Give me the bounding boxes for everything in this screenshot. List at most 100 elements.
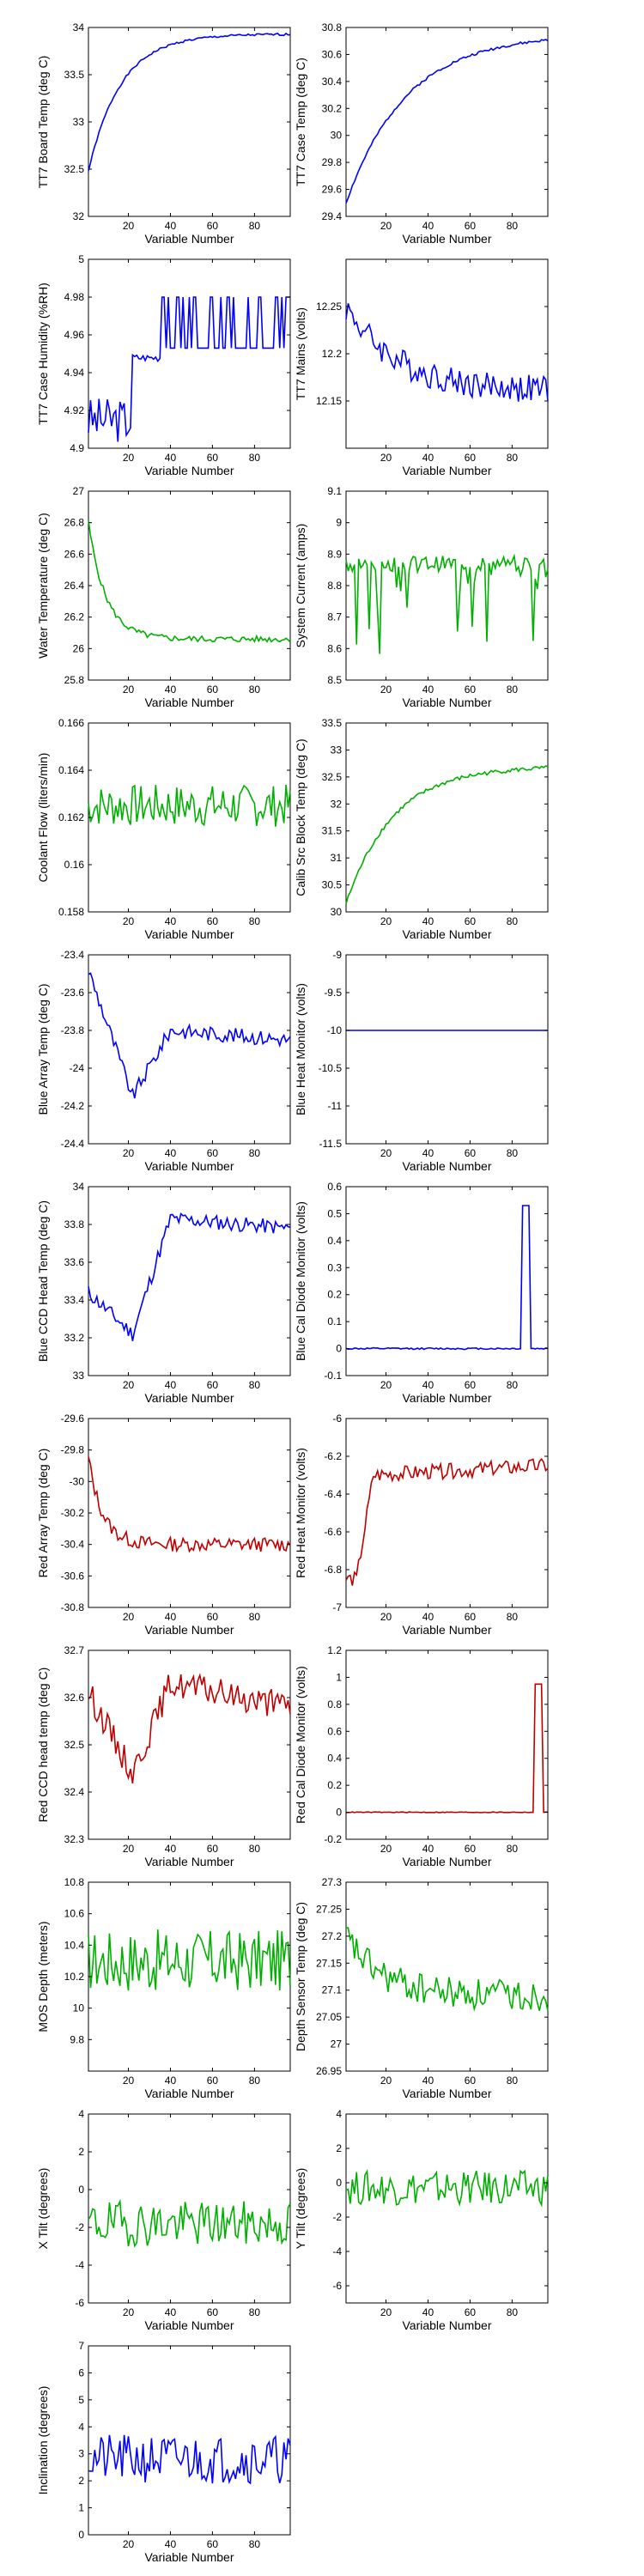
y-tick-label: 4.9	[70, 442, 84, 454]
y-tick-label: 9	[336, 517, 342, 529]
x-axis-label: Variable Number	[144, 1855, 234, 1868]
plot-frame	[345, 1418, 549, 1608]
x-tick-label: 40	[165, 2306, 177, 2318]
x-axis-label: Variable Number	[144, 1623, 234, 1637]
y-tick-label: 32.5	[64, 163, 85, 175]
y-tick-label: 4	[336, 2108, 342, 2120]
y-tick-label: 4.98	[64, 291, 85, 303]
x-tick-label: 40	[422, 2306, 434, 2318]
y-tick-label: 2	[78, 2475, 84, 2487]
x-axis-label: Variable Number	[144, 464, 234, 477]
y-tick-label: -23.6	[61, 987, 85, 999]
x-tick-label: 40	[165, 1147, 177, 1159]
y-tick-label: -9	[332, 949, 342, 961]
x-tick-label: 80	[249, 2538, 261, 2550]
y-axis-label: Calib Src Block Temp (deg C)	[294, 738, 307, 896]
y-tick-label: -6.6	[324, 1526, 342, 1538]
y-tick-label: -0.2	[324, 1833, 342, 1845]
y-axis-label: MOS Depth (meters)	[36, 1921, 50, 2032]
y-tick-label: -6.2	[324, 1450, 342, 1462]
y-tick-label: 8.7	[327, 611, 342, 623]
x-tick-label: 80	[249, 1379, 261, 1391]
y-tick-label: 30.4	[322, 76, 343, 88]
y-tick-label: 32.3	[64, 1833, 85, 1845]
series-line	[345, 765, 549, 905]
y-tick-label: 29.6	[322, 184, 343, 196]
chart-panel: 20 40 60 80 4.9 4.92 4.94 4.96 4.98 5 Variable Num…	[36, 253, 291, 477]
x-tick-label: 80	[507, 683, 519, 696]
x-tick-label: 20	[123, 220, 135, 232]
y-tick-label: 0.4	[327, 1753, 342, 1765]
x-tick-label: 60	[207, 915, 219, 927]
y-tick-label: 0.4	[327, 1235, 342, 1247]
x-tick-label: 20	[380, 915, 392, 927]
y-tick-label: 27.25	[316, 1903, 342, 1915]
chart-panel: 20 40 60 80 26.95 27 27.05 27.1 27.15 27.2 27.25 27…	[294, 1876, 549, 2100]
x-tick-label: 80	[507, 1147, 519, 1159]
x-axis-label: Variable Number	[144, 2550, 234, 2564]
series-line	[345, 1683, 549, 1814]
x-tick-label: 20	[123, 1379, 135, 1391]
y-tick-label: 10	[73, 2002, 85, 2014]
y-tick-label: -30	[70, 1475, 85, 1487]
y-tick-label: 30.2	[322, 102, 343, 114]
y-axis-label: Blue Cal Diode Monitor (volts)	[294, 1201, 307, 1361]
x-tick-label: 80	[507, 915, 519, 927]
x-tick-label: 20	[123, 1147, 135, 1159]
y-tick-label: 8.6	[327, 642, 342, 654]
x-axis-label: Variable Number	[402, 1623, 491, 1637]
x-axis-label: Variable Number	[144, 1391, 234, 1405]
y-tick-label: 33	[73, 116, 85, 128]
chart-panel: 20 40 60 80 -7 -6.8 -6.6 -6.4 -6.2 -6 Variable Num…	[294, 1413, 549, 1637]
y-tick-label: 4.96	[64, 329, 85, 341]
y-tick-label: 4.92	[64, 404, 85, 416]
y-axis-label: TT7 Mains (volts)	[294, 307, 307, 400]
x-axis-label: Variable Number	[144, 232, 234, 246]
x-tick-label: 40	[422, 915, 434, 927]
y-tick-label: -29.6	[61, 1413, 85, 1425]
y-tick-label: 27.3	[322, 1876, 343, 1888]
chart-panel: 20 40 60 80 0.158 0.16 0.162 0.164 0.166 Variable…	[36, 717, 291, 941]
chart-panel: 20 40 60 80 32 32.5 33 33.5 34 Variable Number TT7…	[36, 21, 291, 246]
series-line	[345, 1457, 549, 1586]
plot-frame	[345, 27, 549, 217]
y-tick-label: 30.5	[322, 879, 343, 891]
x-axis-label: Variable Number	[144, 2087, 234, 2100]
y-tick-label: 12.2	[322, 348, 343, 360]
plot-frame	[88, 490, 291, 681]
chart-panel: 20 40 60 80 -6 -4 -2 0 2 4 Variable Number Y Tilt (…	[294, 2108, 549, 2332]
y-tick-label: 32.5	[322, 771, 343, 783]
y-tick-label: 0	[78, 2184, 84, 2196]
x-tick-label: 80	[249, 915, 261, 927]
x-tick-label: 20	[123, 1843, 135, 1855]
x-tick-label: 40	[422, 220, 434, 232]
chart-panel: 20 40 60 80 -11.5 -11 -10.5 -10 -9.5 -9 Variable N…	[294, 949, 549, 1173]
y-tick-label: 0	[78, 2529, 84, 2541]
y-tick-label: -30.6	[61, 1570, 85, 1582]
x-tick-label: 80	[249, 1611, 261, 1623]
x-tick-label: 40	[422, 1379, 434, 1391]
y-tick-label: 34	[73, 21, 85, 33]
x-tick-label: 80	[249, 220, 261, 232]
x-tick-label: 40	[165, 2538, 177, 2550]
x-tick-label: 20	[123, 2306, 135, 2318]
x-tick-label: 20	[380, 1843, 392, 1855]
y-tick-label: 33.2	[64, 1332, 85, 1344]
x-tick-label: 40	[422, 1147, 434, 1159]
y-tick-label: 5	[78, 2394, 84, 2406]
y-tick-label: -2	[332, 2211, 342, 2223]
x-tick-label: 20	[380, 2306, 392, 2318]
x-tick-label: 60	[207, 1147, 219, 1159]
plot-frame	[345, 1881, 549, 2072]
y-axis-label: TT7 Board Temp (deg C)	[36, 56, 50, 189]
chart-panel: 20 40 60 80 -0.1 0 0.1 0.2 0.3 0.4 0.5 0.6 Variable …	[294, 1181, 549, 1405]
y-tick-label: -10	[327, 1024, 343, 1036]
y-tick-label: -4	[75, 2259, 84, 2271]
plot-frame	[345, 2113, 549, 2304]
y-tick-label: 29.8	[322, 156, 343, 168]
y-tick-label: 29.4	[322, 210, 343, 222]
y-axis-label: Red Heat Monitor (volts)	[294, 1448, 307, 1578]
x-tick-label: 20	[123, 683, 135, 696]
chart-panel: 20 40 60 80 0 1 2 3 4 5 6 7 Variable Number Inclinati…	[36, 2340, 291, 2564]
x-tick-label: 60	[465, 683, 477, 696]
